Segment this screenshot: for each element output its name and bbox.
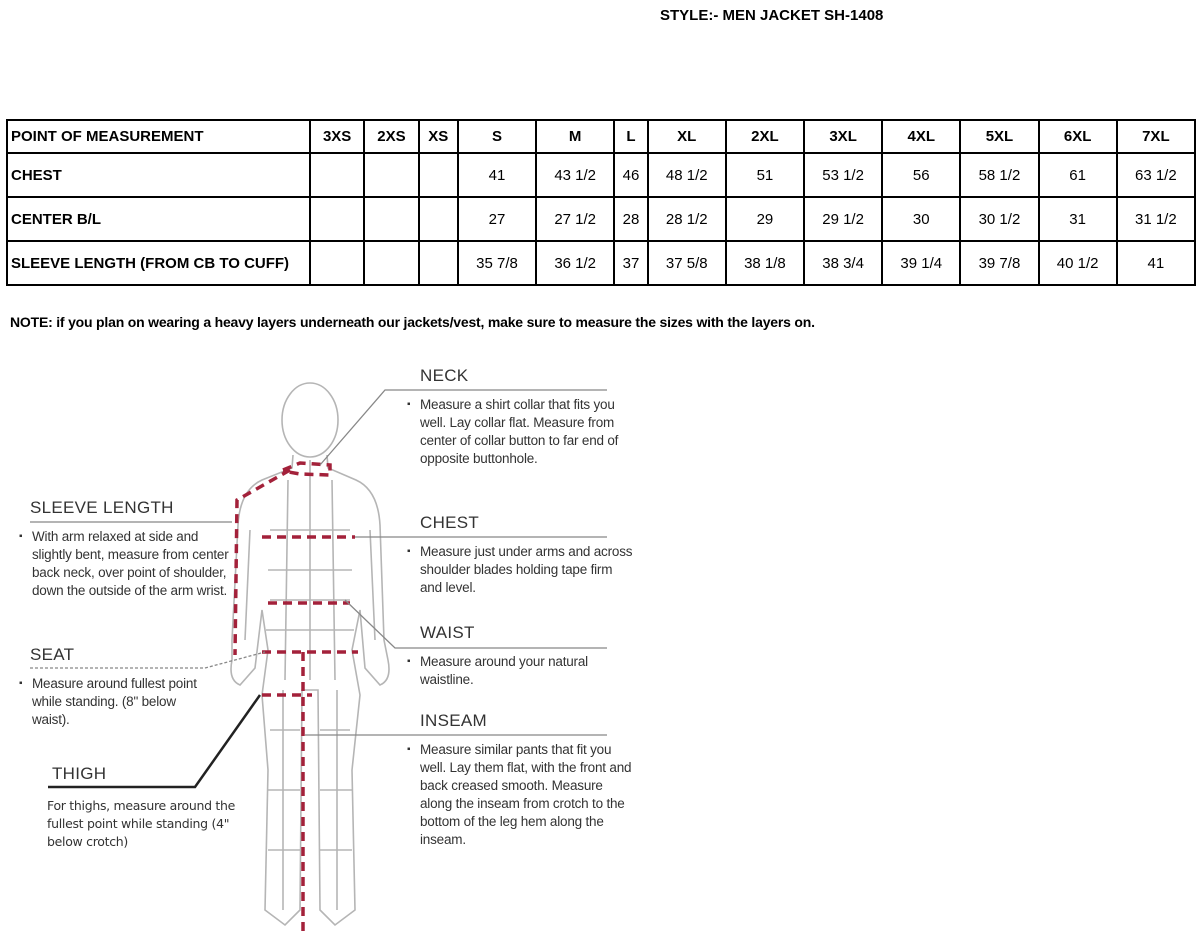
table-cell: 5XL xyxy=(959,119,1040,154)
table-cell: 41 xyxy=(1115,240,1197,286)
table-cell: XS xyxy=(417,119,459,154)
style-title: STYLE:- MEN JACKET SH-1408 xyxy=(660,7,884,24)
table-cell: 2XS xyxy=(363,119,420,154)
table-cell xyxy=(417,152,459,198)
table-cell: 39 1/4 xyxy=(881,240,962,286)
guide-left-column: SLEEVE LENGTH With arm relaxed at side a… xyxy=(19,498,235,851)
neck-section: NECK Measure a shirt collar that fits yo… xyxy=(407,366,635,513)
table-cell: 29 xyxy=(724,196,806,242)
human-figure xyxy=(230,382,390,927)
table-cell: 41 xyxy=(456,152,538,198)
table-row: CENTER B/L 27 27 1/2 28 28 1/2 29 29 1/2 30 30 1… xyxy=(6,196,1197,242)
table-cell: 48 1/2 xyxy=(646,152,727,198)
size-chart-table: POINT OF MEASUREMENT 3XS 2XS XS S M L XL 2XL 3XL 4… xyxy=(6,119,1197,286)
table-cell: 46 xyxy=(613,152,649,198)
table-cell xyxy=(363,152,420,198)
seat-section: SEAT Measure around fullest point while … xyxy=(19,645,235,764)
waist-section: WAIST Measure around your natural waistl… xyxy=(407,623,635,711)
table-cell xyxy=(308,196,366,242)
table-cell xyxy=(308,240,366,286)
chest-label: CHEST xyxy=(420,513,480,532)
table-cell: 43 1/2 xyxy=(535,152,616,198)
table-cell: XL xyxy=(646,119,727,154)
table-cell xyxy=(363,196,420,242)
thigh-section: THIGH For thighs, measure around the ful… xyxy=(47,764,235,851)
table-cell: 51 xyxy=(724,152,806,198)
table-cell xyxy=(417,240,459,286)
table-cell: 28 xyxy=(613,196,649,242)
table-cell: 40 1/2 xyxy=(1037,240,1118,286)
table-cell: 3XS xyxy=(308,119,366,154)
table-cell: 28 1/2 xyxy=(646,196,727,242)
table-cell: M xyxy=(535,119,616,154)
table-cell: 30 1/2 xyxy=(959,196,1040,242)
row-label: POINT OF MEASUREMENT xyxy=(6,119,311,154)
table-row: SLEEVE LENGTH (FROM CB TO CUFF) 35 7/8 36 … xyxy=(6,240,1197,286)
note-text: NOTE: if you plan on wearing a heavy lay… xyxy=(10,314,815,330)
row-label: CENTER B/L xyxy=(6,196,311,242)
table-cell: 61 xyxy=(1037,152,1118,198)
inseam-section: INSEAM Measure similar pants that fit yo… xyxy=(407,711,635,849)
sleeve-length-section: SLEEVE LENGTH With arm relaxed at side a… xyxy=(19,498,235,645)
table-cell: 27 xyxy=(456,196,538,242)
table-cell xyxy=(308,152,366,198)
table-cell: 37 5/8 xyxy=(646,240,727,286)
thigh-text: For thighs, measure around the fullest p… xyxy=(47,798,236,849)
table-cell: 63 1/2 xyxy=(1115,152,1197,198)
table-row: CHEST 41 43 1/2 46 48 1/2 51 53 1/2 56 58 1/2 61 6… xyxy=(6,152,1197,198)
table-cell: 31 xyxy=(1037,196,1118,242)
row-label: SLEEVE LENGTH (FROM CB TO CUFF) xyxy=(6,240,311,286)
waist-label: WAIST xyxy=(420,623,475,642)
guide-right-column: NECK Measure a shirt collar that fits yo… xyxy=(407,366,635,849)
table-cell: 36 1/2 xyxy=(535,240,616,286)
table-cell: S xyxy=(456,119,538,154)
measurement-lines xyxy=(233,461,358,933)
table-cell: 3XL xyxy=(803,119,884,154)
leader-lines xyxy=(30,389,607,789)
table-cell: 6XL xyxy=(1037,119,1118,154)
sleeve-length-text: With arm relaxed at side and slightly be… xyxy=(19,528,235,600)
row-label: CHEST xyxy=(6,152,311,198)
table-cell: 7XL xyxy=(1115,119,1197,154)
chest-text: Measure just under arms and across shoul… xyxy=(407,543,635,597)
table-cell: 56 xyxy=(881,152,962,198)
table-cell: 27 1/2 xyxy=(535,196,616,242)
table-cell xyxy=(417,196,459,242)
neck-text: Measure a shirt collar that fits you wel… xyxy=(407,396,635,468)
table-cell: 39 7/8 xyxy=(959,240,1040,286)
table-cell: 38 1/8 xyxy=(724,240,806,286)
table-cell: 35 7/8 xyxy=(456,240,538,286)
seat-text: Measure around fullest point while stand… xyxy=(19,675,207,729)
table-cell: 53 1/2 xyxy=(803,152,884,198)
neck-label: NECK xyxy=(420,366,469,385)
table-cell: 31 1/2 xyxy=(1115,196,1197,242)
inseam-text: Measure similar pants that fit you well.… xyxy=(407,741,635,849)
body-figure-illustration xyxy=(30,382,607,933)
table-cell: 38 3/4 xyxy=(803,240,884,286)
table-cell xyxy=(363,240,420,286)
table-cell: 4XL xyxy=(881,119,962,154)
thigh-label: THIGH xyxy=(52,764,107,783)
chest-section: CHEST Measure just under arms and across… xyxy=(407,513,635,623)
table-cell: 58 1/2 xyxy=(959,152,1040,198)
neck-measure-line xyxy=(282,461,332,477)
waist-text: Measure around your natural waistline. xyxy=(407,653,595,689)
seat-label: SEAT xyxy=(30,645,75,664)
table-cell: L xyxy=(613,119,649,154)
table-cell: 30 xyxy=(881,196,962,242)
sleeve-length-label: SLEEVE LENGTH xyxy=(30,498,174,517)
table-header-row: POINT OF MEASUREMENT 3XS 2XS XS S M L XL 2XL 3XL 4… xyxy=(6,119,1197,154)
sleeve-measure-line xyxy=(233,468,291,656)
table-cell: 29 1/2 xyxy=(803,196,884,242)
table-cell: 2XL xyxy=(724,119,806,154)
table-cell: 37 xyxy=(613,240,649,286)
inseam-label: INSEAM xyxy=(420,711,487,730)
